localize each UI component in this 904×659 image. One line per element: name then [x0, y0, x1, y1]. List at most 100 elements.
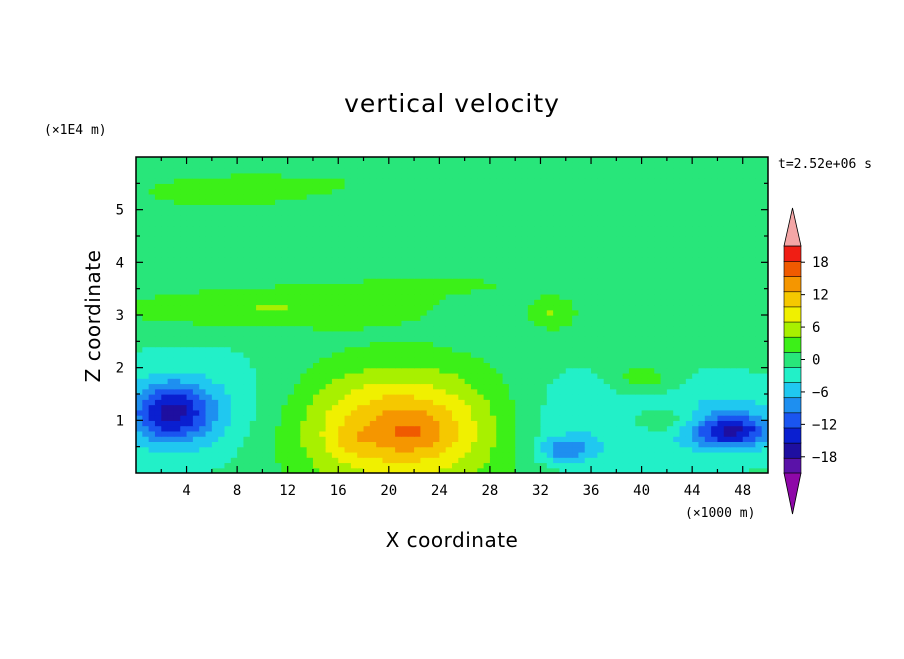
contour-cell — [711, 336, 719, 342]
contour-cell — [426, 293, 434, 300]
contour-cell — [508, 372, 516, 379]
contour-cell — [230, 283, 238, 290]
contour-cell — [578, 288, 586, 295]
contour-cell — [414, 336, 421, 342]
contour-cell — [325, 225, 333, 232]
contour-cell — [553, 425, 561, 432]
contour-cell — [136, 336, 143, 342]
contour-cell — [527, 262, 535, 269]
contour-cell — [603, 446, 611, 453]
contour-cell — [534, 325, 542, 332]
contour-cell — [300, 309, 308, 316]
contour-cell — [148, 225, 156, 232]
contour-cell — [439, 341, 447, 348]
contour-cell — [597, 383, 605, 390]
contour-cell — [420, 367, 428, 374]
contour-cell — [376, 378, 384, 385]
contour-cell — [628, 288, 636, 295]
contour-cell — [388, 357, 396, 363]
contour-cell — [597, 225, 605, 232]
contour-cell — [287, 383, 295, 390]
contour-cell — [281, 367, 289, 374]
contour-cell — [477, 220, 485, 227]
contour-cell — [477, 262, 485, 269]
contour-cell — [654, 257, 662, 263]
contour-cell — [521, 341, 529, 348]
contour-cell — [534, 304, 542, 311]
contour-cell — [205, 325, 213, 332]
contour-cell — [249, 304, 257, 311]
contour-cell — [401, 451, 409, 458]
contour-cell — [154, 399, 162, 406]
contour-cell — [224, 220, 232, 227]
contour-cell — [173, 399, 181, 406]
contour-cell — [363, 404, 371, 411]
contour-cell — [673, 351, 681, 358]
contour-cell — [306, 383, 314, 390]
contour-cell — [597, 315, 605, 321]
contour-cell — [154, 467, 162, 473]
contour-cell — [553, 315, 561, 321]
contour-cell — [325, 330, 333, 337]
contour-cell — [641, 246, 649, 253]
contour-cell — [515, 278, 523, 284]
contour-cell — [300, 283, 308, 290]
contour-cell — [186, 457, 194, 464]
contour-cell — [496, 257, 504, 263]
contour-cell — [148, 267, 156, 274]
contour-cell — [300, 446, 308, 453]
contour-cell — [420, 425, 428, 432]
contour-cell — [698, 436, 706, 442]
contour-cell — [540, 257, 548, 263]
contour-cell — [578, 399, 586, 406]
contour-cell — [521, 425, 529, 432]
contour-cell — [502, 283, 510, 290]
contour-cell — [704, 425, 712, 432]
contour-cell — [647, 362, 655, 369]
contour-cell — [515, 372, 523, 379]
contour-cell — [319, 299, 327, 306]
contour-cell — [161, 288, 169, 295]
contour-cell — [584, 388, 592, 395]
contour-cell — [515, 441, 523, 448]
contour-cell — [723, 420, 731, 427]
contour-cell — [692, 388, 700, 395]
contour-cell — [331, 394, 339, 400]
contour-cell — [414, 346, 421, 353]
contour-cell — [306, 346, 314, 353]
contour-cell — [628, 214, 636, 221]
contour-cell — [433, 436, 440, 442]
contour-cell — [401, 415, 409, 421]
contour-cell — [256, 209, 263, 216]
contour-cell — [464, 420, 472, 427]
contour-cell — [249, 357, 257, 363]
contour-cell — [610, 451, 617, 458]
contour-cell — [218, 462, 226, 469]
contour-cell — [395, 462, 403, 469]
contour-cell — [154, 367, 162, 374]
contour-cell — [445, 457, 453, 464]
contour-cell — [388, 394, 396, 400]
contour-cell — [452, 383, 459, 390]
contour-cell — [527, 362, 535, 369]
contour-cell — [685, 209, 693, 216]
contour-cell — [414, 225, 421, 232]
contour-cell — [610, 346, 617, 353]
contour-cell — [237, 415, 245, 421]
contour-cell — [344, 288, 352, 295]
contour-cell — [698, 251, 706, 258]
contour-cell — [312, 436, 320, 442]
contour-cell — [294, 451, 301, 458]
contour-cell — [218, 351, 226, 358]
contour-cell — [673, 441, 681, 448]
contour-cell — [192, 436, 200, 442]
contour-cell — [433, 251, 440, 258]
contour-cell — [180, 446, 188, 453]
contour-cell — [470, 430, 478, 437]
contour-cell — [628, 336, 636, 342]
contour-cell — [692, 420, 700, 427]
contour-cell — [420, 446, 428, 453]
contour-cell — [761, 309, 768, 316]
contour-cell — [211, 436, 219, 442]
contour-cell — [363, 409, 371, 416]
